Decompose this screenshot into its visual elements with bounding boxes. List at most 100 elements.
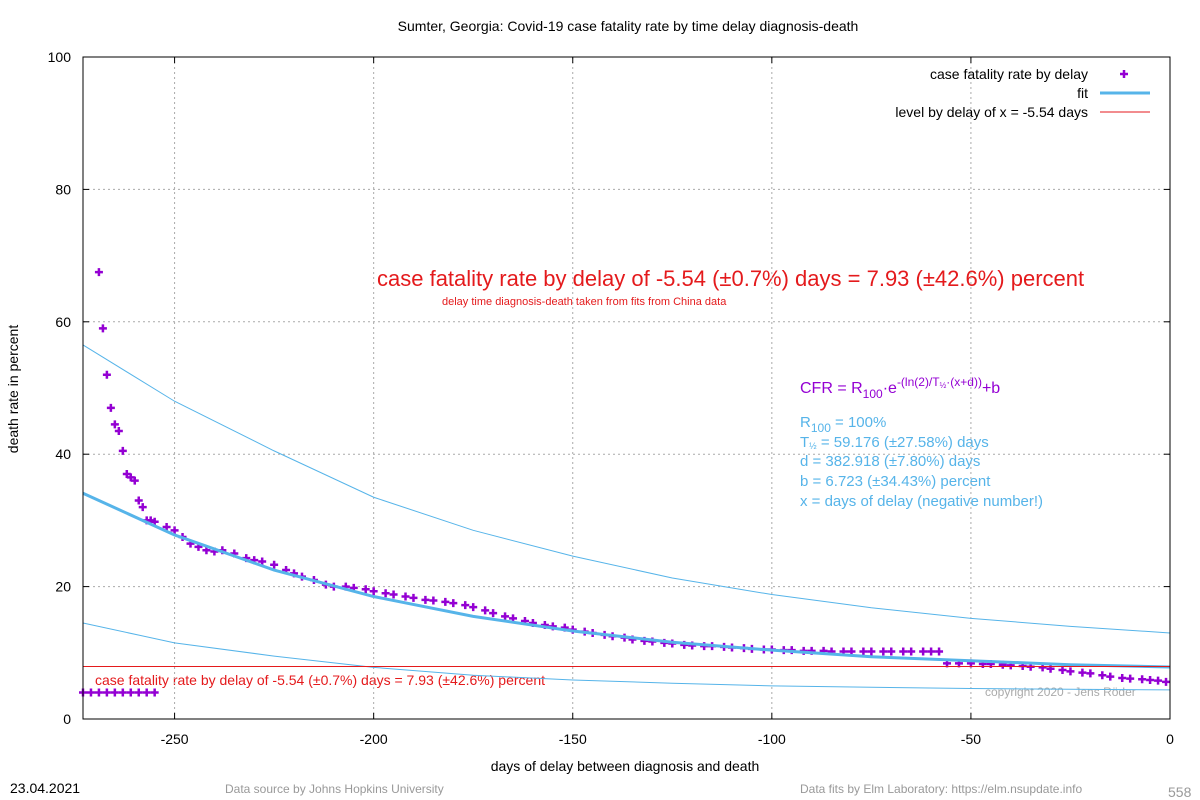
- y-tick-label: 80: [55, 181, 71, 197]
- point: [86, 688, 95, 697]
- point: [1162, 677, 1171, 686]
- point: [409, 593, 418, 602]
- point: [138, 503, 147, 512]
- point: [429, 596, 438, 605]
- y-axis-label: death rate in percent: [5, 325, 21, 454]
- point: [489, 609, 498, 618]
- formula-part: CFR = R: [800, 380, 863, 397]
- param-part: 100: [811, 421, 831, 435]
- point: [118, 446, 127, 455]
- param-part: T: [800, 434, 809, 451]
- formula-part: 100: [863, 387, 883, 401]
- fit-line: [82, 344, 1171, 634]
- point: [1118, 673, 1127, 682]
- fit-line: [82, 491, 1171, 669]
- page-number: 558: [1168, 784, 1192, 800]
- subline: delay time diagnosis-death taken from fi…: [442, 296, 727, 308]
- point: [118, 688, 127, 697]
- point: [114, 427, 123, 436]
- point: [441, 597, 450, 606]
- formula-part: ·(x+d)): [946, 375, 982, 389]
- x-tick-label: -250: [161, 731, 189, 747]
- point: [126, 688, 135, 697]
- x-tick-label: -50: [961, 731, 981, 747]
- point: [1098, 671, 1107, 680]
- point: [134, 496, 143, 505]
- point: [461, 601, 470, 610]
- y-tick-label: 100: [48, 49, 72, 65]
- point: [501, 612, 510, 621]
- param-part: R: [800, 414, 811, 431]
- point: [142, 688, 151, 697]
- legend-label: case fatality rate by delay: [930, 66, 1088, 82]
- point: [258, 557, 267, 566]
- param-part: = 59.176 (±27.58%) days: [817, 434, 989, 451]
- point: [935, 647, 944, 656]
- legend-label: level by delay of x = -5.54 days: [895, 104, 1088, 120]
- point: [162, 523, 171, 532]
- date: 23.04.2021: [10, 780, 80, 796]
- point: [1066, 667, 1075, 676]
- point: [1086, 669, 1095, 678]
- point: [481, 606, 490, 615]
- point: [102, 370, 111, 379]
- point: [1106, 672, 1115, 681]
- point: [1078, 668, 1087, 677]
- y-tick-label: 0: [63, 711, 71, 727]
- point: [899, 647, 908, 656]
- point: [859, 647, 868, 656]
- param-part: ½: [809, 441, 817, 451]
- point: [919, 647, 928, 656]
- source: Data source by Johns Hopkins University: [225, 782, 444, 796]
- point: [134, 688, 143, 697]
- chart-title: Sumter, Georgia: Covid-19 case fatality …: [398, 18, 859, 34]
- plot-frame: [82, 56, 1171, 720]
- x-tick-label: -200: [360, 731, 388, 747]
- point: [102, 688, 111, 697]
- point: [879, 647, 888, 656]
- param-b: b = 6.723 (±34.43%) percent: [800, 473, 991, 490]
- point: [1154, 676, 1163, 685]
- x-tick-label: -150: [559, 731, 587, 747]
- formula-part: ½: [940, 381, 947, 390]
- point: [887, 647, 896, 656]
- formula-part: +b: [982, 380, 1000, 397]
- x-tick-label: -100: [758, 731, 786, 747]
- point: [469, 603, 478, 612]
- fit-line: [82, 622, 1171, 691]
- point: [94, 688, 103, 697]
- point: [98, 324, 107, 333]
- param-r100: R100 = 100%: [800, 414, 886, 435]
- level-text: case fatality rate by delay of -5.54 (±0…: [95, 672, 545, 688]
- point: [170, 526, 179, 535]
- point: [270, 560, 279, 569]
- formula-part: -(ln(2)/T: [897, 375, 940, 389]
- point: [1138, 675, 1147, 684]
- point: [1126, 674, 1135, 683]
- point: [361, 585, 370, 594]
- x-tick-label: 0: [1166, 731, 1174, 747]
- copyright: copyright 2020 - Jens Röder: [985, 685, 1136, 699]
- y-tick-label: 40: [55, 446, 71, 462]
- y-tick-label: 60: [55, 314, 71, 330]
- point: [449, 599, 458, 608]
- point: [106, 403, 115, 412]
- point: [369, 587, 378, 596]
- formula-part: ·e: [883, 380, 897, 397]
- point: [381, 589, 390, 598]
- param-part: = 100%: [831, 414, 886, 431]
- param-thalf: T½ = 59.176 (±27.58%) days: [800, 434, 989, 451]
- y-tick-label: 20: [55, 579, 71, 595]
- point: [130, 476, 139, 485]
- point: [1058, 666, 1067, 675]
- x-axis-label: days of delay between diagnosis and deat…: [491, 758, 760, 774]
- point: [1146, 675, 1155, 684]
- point: [1046, 664, 1055, 673]
- point: [401, 592, 410, 601]
- point: [927, 647, 936, 656]
- point: [150, 688, 159, 697]
- point: [110, 420, 119, 429]
- legend-label: fit: [1077, 85, 1088, 101]
